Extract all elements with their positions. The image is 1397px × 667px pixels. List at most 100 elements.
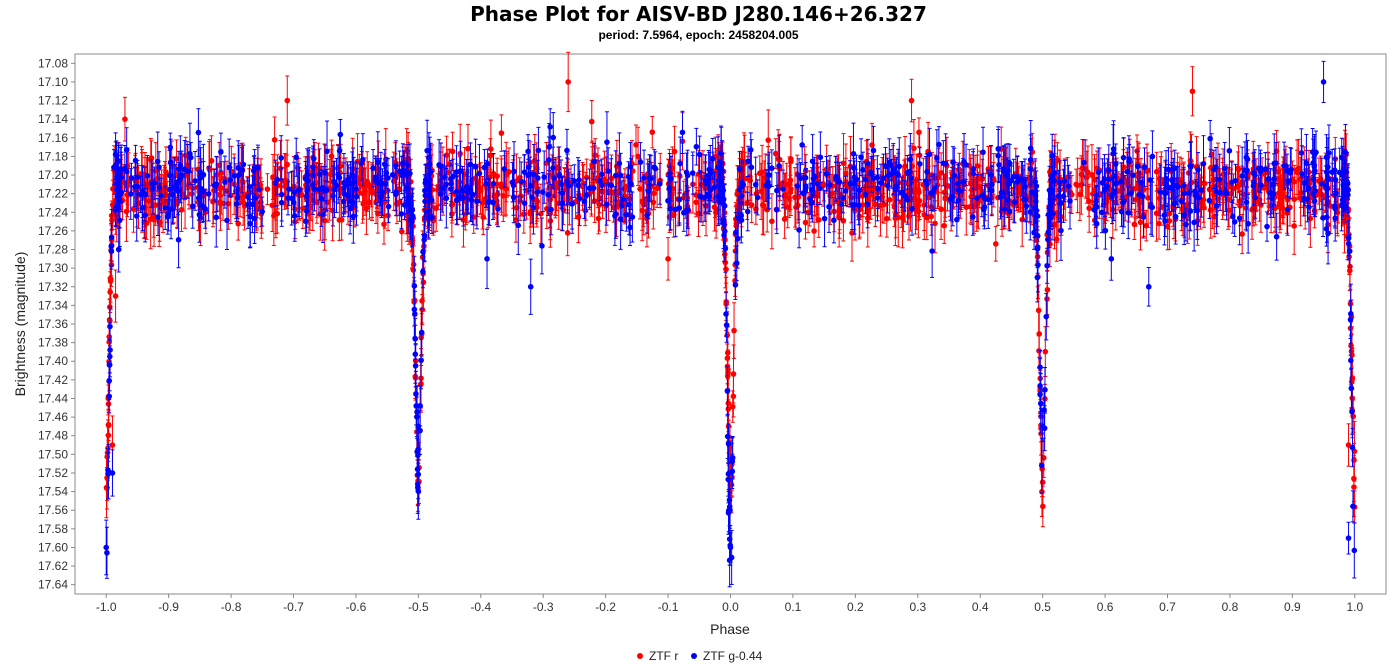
data-point — [1084, 174, 1090, 181]
data-point — [1239, 231, 1245, 237]
data-point — [1291, 223, 1297, 229]
data-point — [583, 174, 590, 181]
data-point — [938, 206, 944, 213]
data-point — [582, 207, 589, 214]
data-point — [599, 189, 606, 195]
data-point — [848, 194, 855, 201]
data-point — [724, 332, 731, 339]
data-point — [759, 202, 766, 208]
data-point — [941, 222, 948, 229]
data-point — [723, 266, 729, 273]
data-point — [449, 148, 456, 155]
data-point — [469, 180, 475, 187]
data-point — [271, 137, 278, 143]
data-point — [564, 230, 571, 236]
data-point — [635, 153, 641, 160]
data-point — [498, 130, 505, 136]
data-point — [433, 205, 440, 212]
data-point — [240, 199, 247, 205]
data-point — [1086, 205, 1092, 212]
data-point — [651, 190, 657, 197]
data-point — [474, 182, 481, 189]
data-point — [1291, 179, 1298, 185]
data-point — [185, 182, 192, 189]
data-point — [488, 146, 494, 152]
data-point — [419, 306, 426, 313]
data-point — [759, 169, 765, 175]
data-point — [811, 228, 817, 234]
data-point — [381, 221, 387, 228]
data-point — [1276, 181, 1283, 188]
data-point — [480, 214, 487, 221]
data-point — [1144, 168, 1150, 175]
data-point — [769, 218, 775, 225]
data-point — [872, 201, 879, 208]
data-point — [336, 217, 343, 223]
data-point — [650, 199, 657, 206]
data-point — [399, 228, 405, 235]
data-point — [588, 118, 595, 125]
data-point — [552, 193, 558, 199]
data-point — [787, 189, 794, 196]
data-point — [895, 214, 902, 221]
data-point — [1156, 220, 1162, 227]
data-point — [772, 150, 779, 157]
data-point — [1349, 352, 1355, 358]
data-point — [284, 161, 290, 168]
data-point — [1317, 176, 1324, 182]
data-point — [744, 200, 750, 206]
data-point — [188, 191, 195, 197]
data-point — [1131, 221, 1138, 228]
data-point — [521, 211, 527, 217]
data-point — [449, 211, 455, 217]
data-point — [1307, 215, 1314, 222]
data-point — [1040, 503, 1046, 510]
data-point — [491, 193, 498, 200]
data-point — [225, 200, 232, 207]
data-point — [1074, 182, 1081, 189]
chart-subtitle: period: 7.5964, epoch: 2458204.005 — [0, 28, 1397, 42]
data-point — [1044, 286, 1051, 293]
data-point — [1035, 307, 1042, 314]
data-point — [916, 198, 923, 204]
data-point — [729, 403, 736, 410]
data-point — [765, 137, 772, 143]
data-point — [911, 195, 918, 202]
data-point — [671, 148, 678, 155]
data-point — [942, 194, 949, 201]
chart-title: Phase Plot for AISV-BD J280.146+26.327 — [0, 2, 1397, 26]
data-point — [748, 202, 755, 208]
data-point — [786, 195, 792, 202]
data-point — [730, 393, 737, 400]
data-point — [775, 155, 781, 162]
data-point — [802, 219, 809, 226]
data-point — [1089, 171, 1095, 178]
data-point — [1042, 348, 1049, 355]
data-point — [235, 220, 242, 227]
data-point — [566, 195, 573, 202]
data-point — [654, 185, 660, 192]
data-point — [793, 204, 799, 211]
data-point — [1242, 205, 1249, 211]
data-point — [883, 215, 890, 222]
data-point — [637, 186, 643, 192]
data-point — [711, 204, 718, 210]
data-point — [902, 163, 908, 170]
data-point — [781, 216, 788, 222]
data-point — [107, 276, 114, 283]
data-point — [649, 129, 656, 135]
data-point — [498, 181, 505, 187]
data-point — [107, 289, 114, 295]
data-layer — [103, 51, 1358, 588]
data-point — [1327, 203, 1334, 209]
data-point — [992, 241, 999, 247]
data-point — [264, 186, 271, 192]
data-point — [721, 251, 728, 258]
data-point — [465, 145, 471, 152]
data-point — [1207, 207, 1214, 213]
data-point — [410, 261, 417, 268]
data-point — [1015, 186, 1022, 192]
data-point — [1137, 219, 1144, 226]
data-point — [731, 327, 737, 334]
